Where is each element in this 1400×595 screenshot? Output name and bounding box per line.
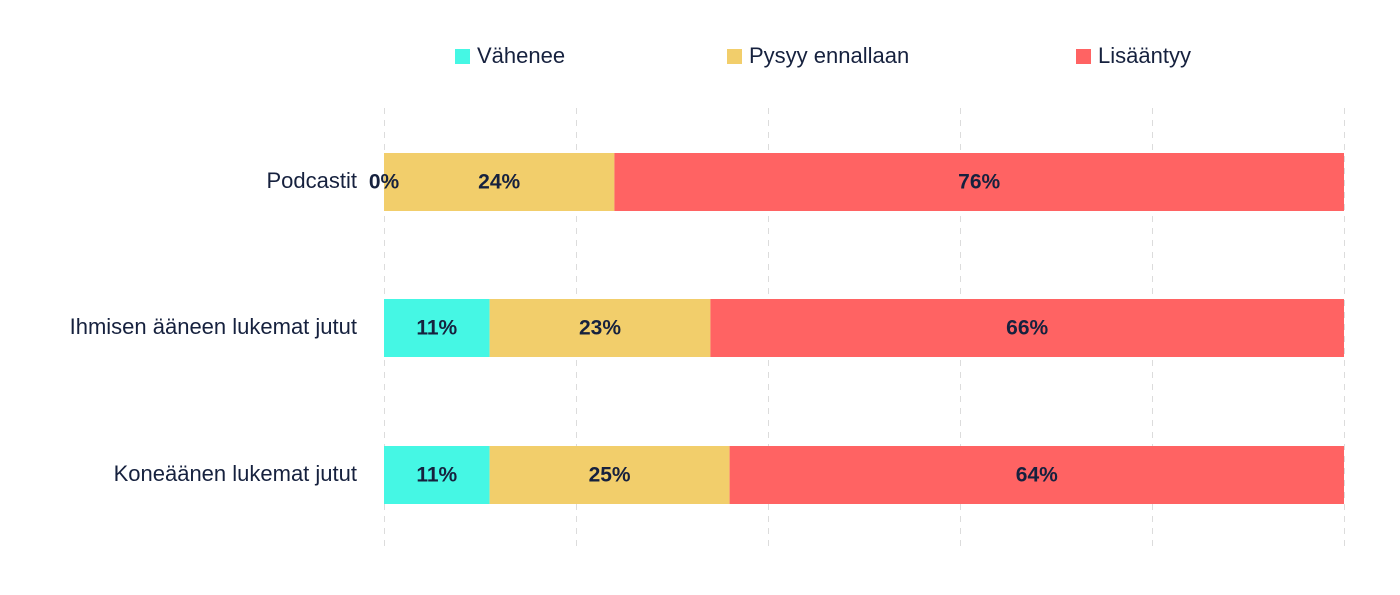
bar-segment: [614, 153, 1344, 211]
data-label: 11%: [416, 464, 457, 487]
data-label: 11%: [416, 317, 457, 340]
data-label: 24%: [478, 171, 520, 194]
data-label: 0%: [369, 171, 400, 194]
legend-label: Vähenee: [477, 43, 565, 68]
bar-segment: [489, 446, 730, 504]
data-label: 64%: [1016, 464, 1058, 487]
labels-layer: Podcastit Ihmisen ääneen lukemat jutut Kon…: [70, 168, 1059, 487]
bar-segment: [384, 299, 490, 357]
data-label: 25%: [589, 464, 631, 487]
legend-swatch: [727, 49, 742, 64]
legend: Vähenee Pysyy ennallaan Lisääntyy: [455, 43, 1191, 68]
category-label: Ihmisen ääneen lukemat jutut: [70, 314, 357, 339]
bars-layer: [384, 153, 1344, 504]
legend-swatch: [1076, 49, 1091, 64]
legend-label: Lisääntyy: [1098, 43, 1191, 68]
data-label: 76%: [958, 171, 1000, 194]
category-label: Podcastit: [267, 168, 358, 193]
bar-segment: [710, 299, 1344, 357]
bar-segment: [729, 446, 1344, 504]
legend-swatch: [455, 49, 470, 64]
bar-segment: [384, 446, 490, 504]
bar-segment: [384, 153, 615, 211]
legend-label: Pysyy ennallaan: [749, 43, 909, 68]
category-label: Koneäänen lukemat jutut: [114, 461, 357, 486]
data-label: 23%: [579, 317, 621, 340]
data-label: 66%: [1006, 317, 1048, 340]
bar-segment: [489, 299, 711, 357]
